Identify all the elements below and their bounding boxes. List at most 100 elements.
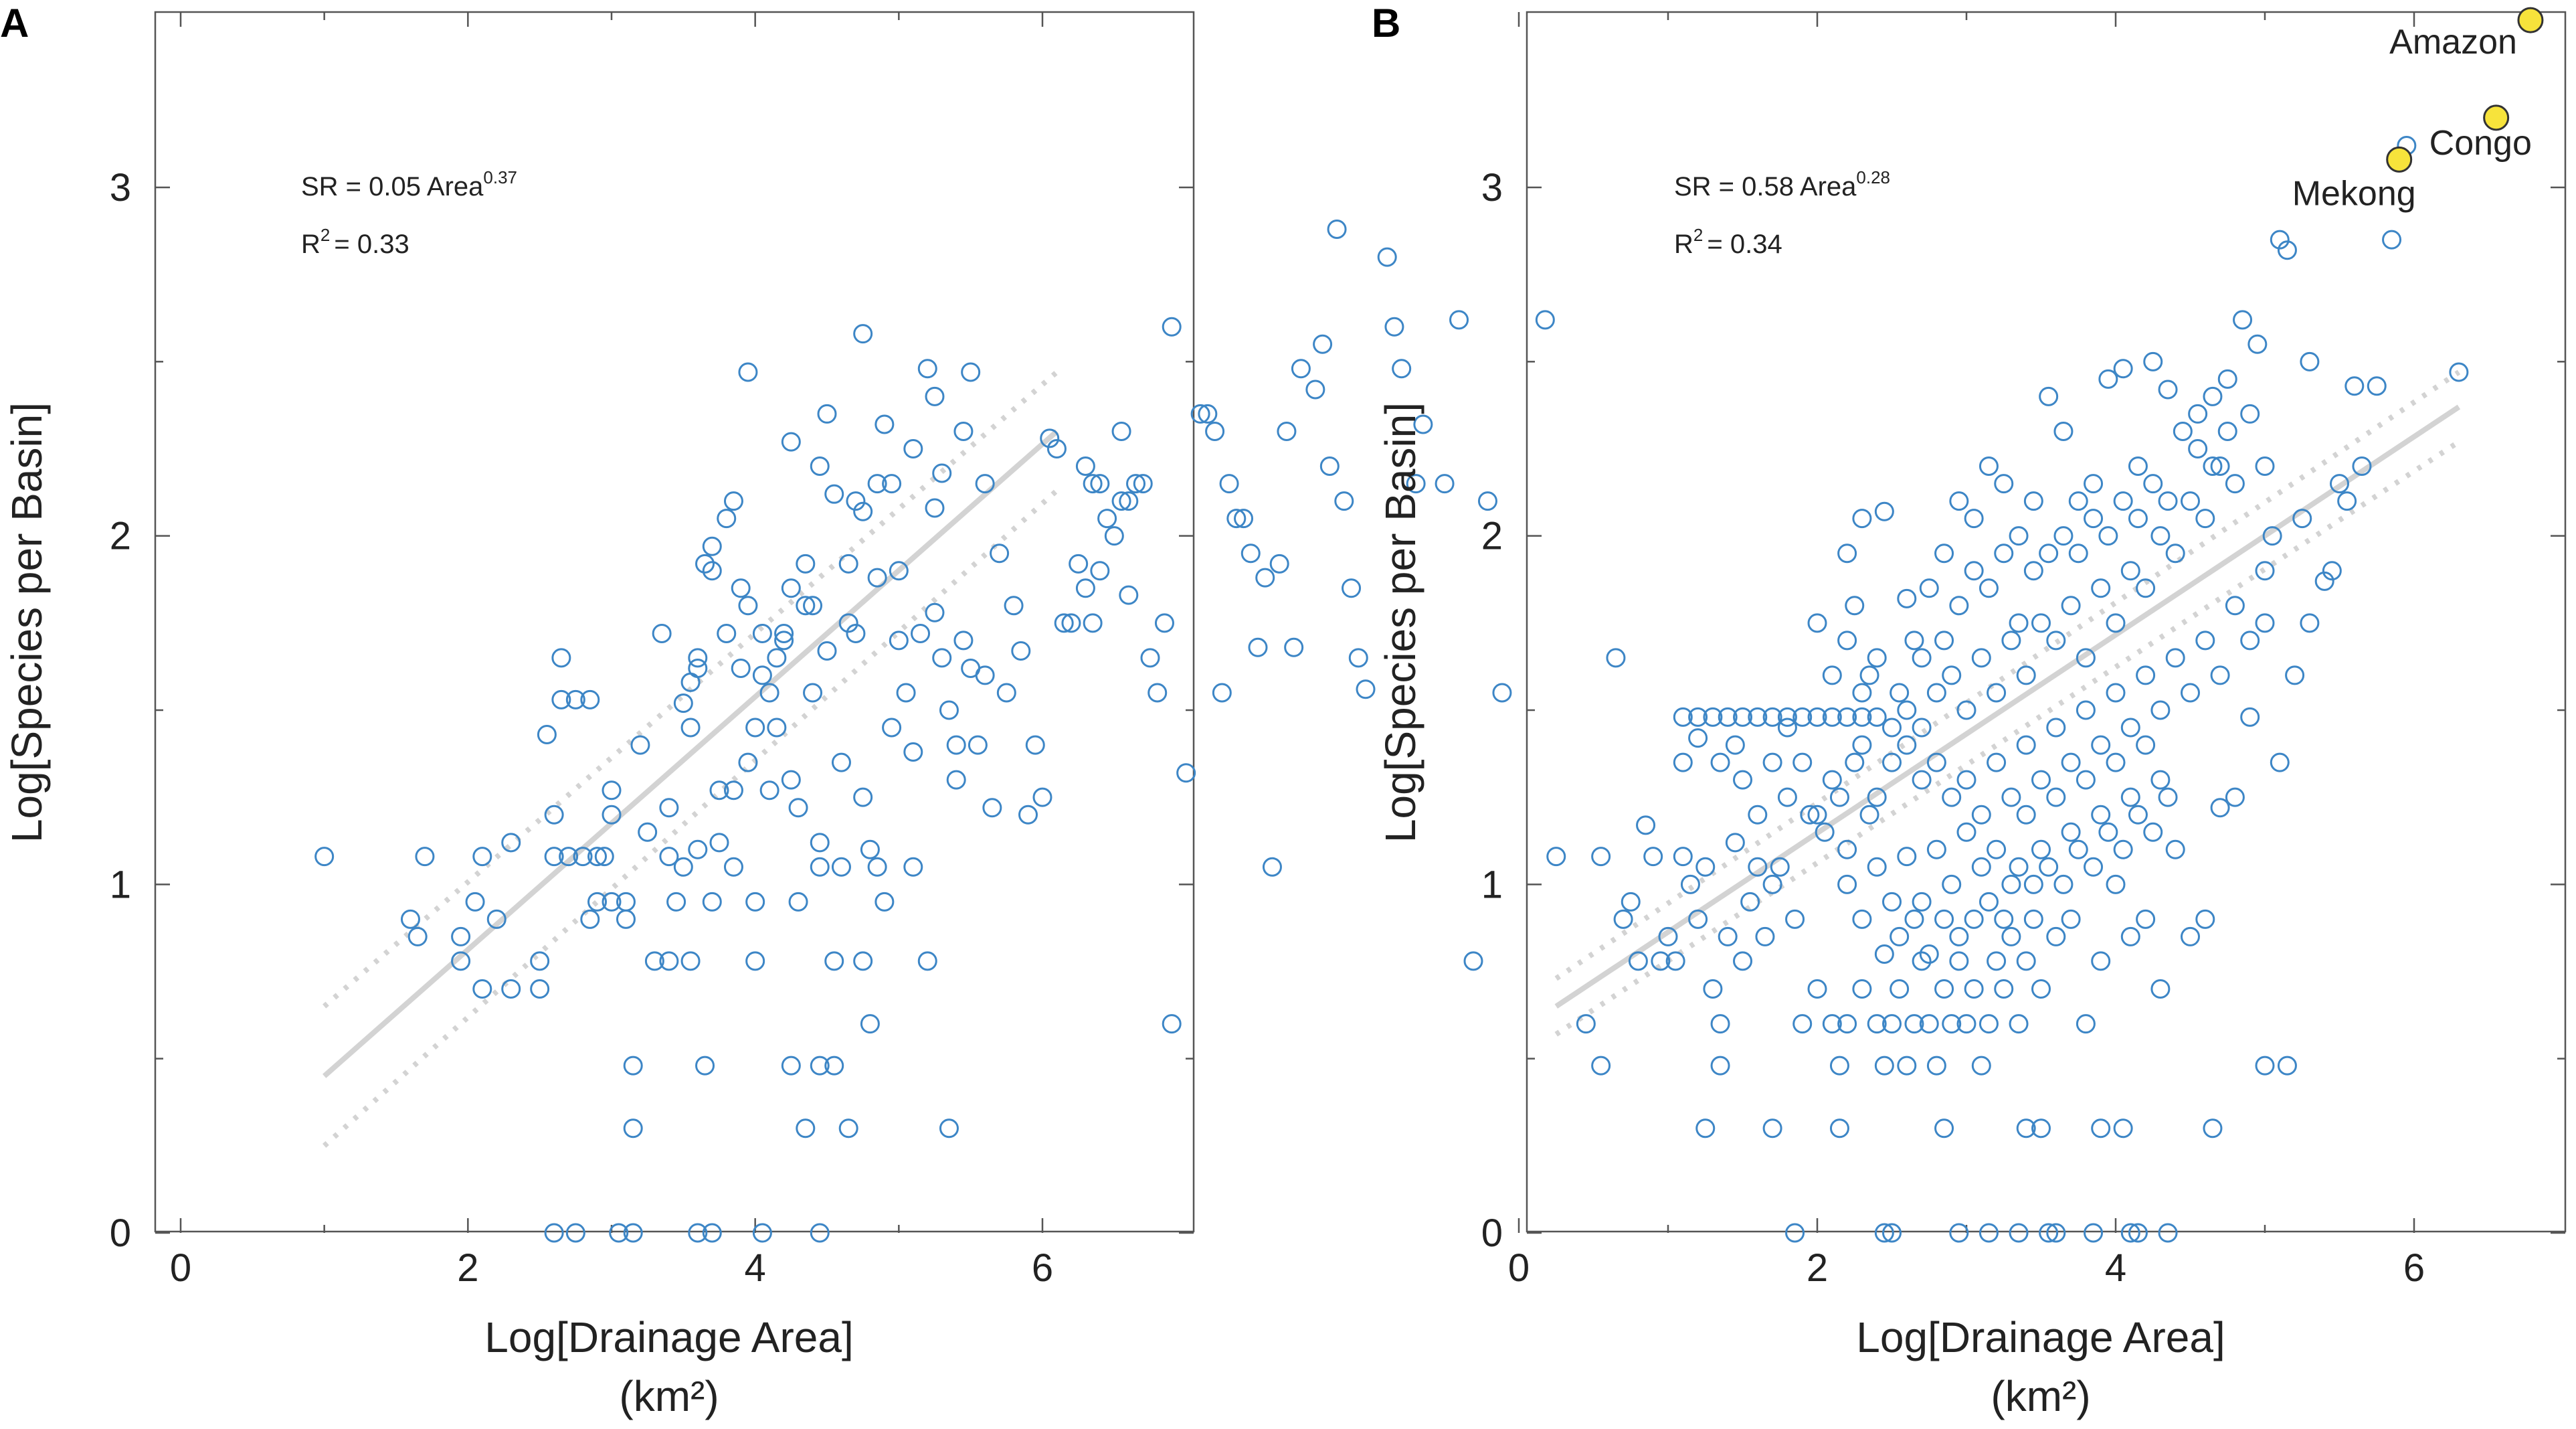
data-point — [2001, 926, 2021, 946]
data-point — [1154, 613, 1174, 633]
ci-upper-line — [1554, 369, 2461, 981]
data-point — [838, 613, 858, 633]
data-point — [1004, 596, 1024, 616]
data-point — [2158, 491, 2178, 511]
data-point — [400, 909, 420, 929]
data-point — [1994, 979, 2014, 999]
data-point — [2091, 805, 2111, 825]
data-point — [2113, 359, 2133, 379]
data-point — [1040, 428, 1060, 448]
data-point — [544, 805, 564, 825]
data-point — [1248, 637, 1268, 657]
data-point — [2255, 1056, 2275, 1076]
data-point — [2061, 596, 2081, 616]
data-point — [1546, 847, 1566, 867]
data-point — [1348, 648, 1368, 668]
data-point — [472, 847, 492, 867]
data-point — [2143, 474, 2163, 494]
data-point — [2322, 561, 2342, 581]
data-point — [774, 623, 794, 643]
panel-label-a: A — [0, 1, 29, 46]
data-point — [2039, 857, 2059, 877]
data-point — [537, 724, 557, 744]
highlighted-point — [2386, 146, 2413, 173]
data-point — [1890, 683, 1910, 703]
data-point — [2106, 752, 2126, 772]
data-point — [1777, 787, 1797, 807]
data-point — [1392, 359, 1412, 379]
data-point — [788, 892, 808, 912]
data-point — [1934, 1118, 1954, 1139]
data-point — [688, 659, 708, 679]
data-point — [1703, 707, 1723, 727]
data-point — [1190, 404, 1210, 424]
data-point — [1284, 637, 1304, 657]
data-point — [1762, 707, 1782, 727]
data-point — [1342, 578, 1362, 598]
data-point — [1912, 770, 1932, 790]
data-point — [2009, 1223, 2029, 1243]
data-point — [2217, 369, 2237, 389]
data-point — [1912, 892, 1932, 912]
data-point — [1979, 892, 1999, 912]
data-point — [565, 1223, 585, 1243]
data-point — [580, 689, 600, 709]
data-point — [1987, 839, 2007, 859]
y-tick-label-b: 0 — [1481, 1211, 1503, 1255]
data-point — [2084, 509, 2104, 529]
data-point — [2344, 376, 2365, 396]
y-tick-label-b: 1 — [1481, 863, 1503, 906]
data-point — [1212, 683, 1232, 703]
data-point — [953, 421, 974, 441]
data-point — [2225, 596, 2245, 616]
data-point — [602, 892, 622, 912]
data-point — [731, 578, 751, 598]
data-point — [1725, 833, 1745, 853]
data-point — [1822, 707, 1842, 727]
x-tick-label-a: 4 — [745, 1246, 766, 1290]
data-point — [1837, 707, 1857, 727]
data-point — [2106, 874, 2126, 894]
data-point — [2449, 362, 2469, 382]
data-point — [1262, 857, 1282, 877]
data-point — [673, 857, 693, 877]
data-point — [2061, 822, 2081, 842]
data-point — [2188, 404, 2208, 424]
data-point — [1897, 1056, 1917, 1076]
data-point — [1748, 857, 1768, 877]
data-point — [451, 951, 471, 971]
data-point — [2001, 631, 2021, 651]
data-point — [2367, 376, 2387, 396]
data-point — [2165, 648, 2185, 668]
data-point — [925, 386, 945, 406]
data-point — [2225, 787, 2245, 807]
data-point — [1912, 718, 1932, 738]
data-point — [1890, 979, 1910, 999]
data-point — [2106, 613, 2126, 633]
data-point — [1942, 665, 1962, 685]
data-point — [1882, 752, 1902, 772]
data-point — [810, 833, 830, 853]
data-point — [1435, 474, 1455, 494]
data-point — [759, 780, 779, 801]
data-point — [2068, 839, 2088, 859]
data-point — [2277, 1056, 2297, 1076]
data-point — [1762, 1118, 1782, 1139]
data-point — [2382, 230, 2402, 250]
data-point — [695, 554, 715, 574]
data-point — [1956, 700, 1976, 720]
data-point — [2188, 439, 2208, 458]
data-point — [889, 561, 909, 581]
data-point — [666, 892, 686, 912]
data-point — [709, 833, 729, 853]
data-point — [1377, 247, 1397, 267]
data-point — [1792, 707, 1813, 727]
data-point — [1665, 951, 1685, 971]
data-point — [1688, 909, 1708, 929]
data-point — [1987, 683, 2007, 703]
data-point — [1718, 707, 1738, 727]
regression-line — [1554, 404, 2461, 1009]
data-point — [1785, 1223, 1805, 1243]
data-point — [1636, 815, 1656, 835]
